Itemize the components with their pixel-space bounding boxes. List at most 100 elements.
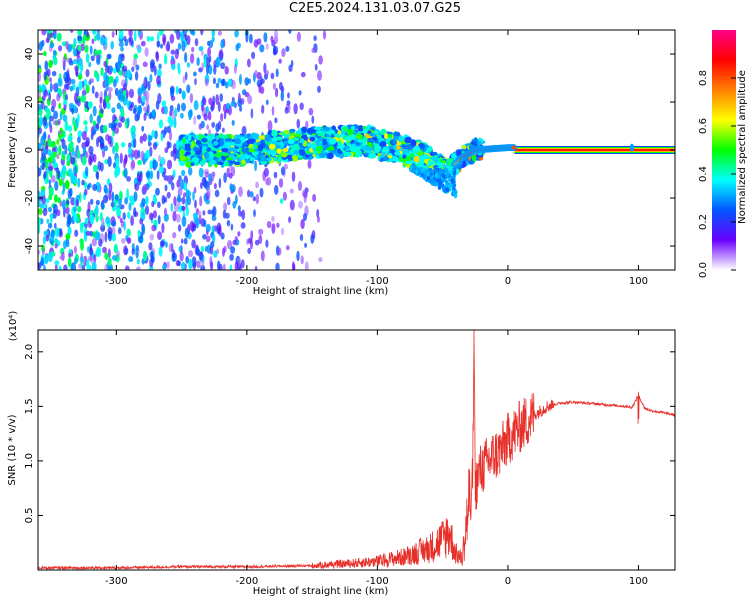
noise-blob <box>289 199 295 211</box>
noise-blob <box>151 110 157 117</box>
noise-blob <box>94 204 99 216</box>
noise-blob <box>212 206 217 217</box>
noise-blob <box>143 250 147 262</box>
noise-blob <box>189 30 195 35</box>
noise-blob <box>80 240 84 251</box>
noise-blob <box>67 213 72 224</box>
noise-blob <box>71 106 75 115</box>
noise-blob <box>308 107 314 116</box>
noise-blob <box>123 167 128 179</box>
ridge-blob <box>428 160 432 167</box>
ridge-blob <box>337 130 342 135</box>
noise-blob <box>184 53 188 63</box>
noise-blob <box>230 246 236 254</box>
noise-blob <box>230 223 234 231</box>
noise-blob <box>273 184 279 195</box>
noise-blob <box>318 55 323 65</box>
noise-blob <box>191 46 195 53</box>
noise-blob <box>38 142 42 151</box>
ridge-blob <box>273 157 278 162</box>
noise-blob <box>43 89 49 97</box>
noise-blob <box>289 188 294 194</box>
noise-blob <box>158 63 162 70</box>
noise-blob <box>213 64 217 75</box>
noise-blob <box>49 32 54 38</box>
ridge-blob <box>275 136 283 141</box>
noise-blob <box>163 53 168 65</box>
noise-blob <box>133 30 137 42</box>
noise-blob <box>85 84 90 94</box>
noise-blob <box>89 45 93 55</box>
noise-blob <box>150 61 155 73</box>
ridge-blob <box>233 161 241 166</box>
noise-blob <box>279 198 284 204</box>
noise-blob <box>43 230 49 237</box>
noise-blob <box>145 171 150 179</box>
noise-blob <box>192 212 198 218</box>
ridge-blob <box>362 125 368 130</box>
noise-blob <box>194 199 197 209</box>
noise-blob <box>62 182 66 193</box>
ridge-blob <box>392 138 397 146</box>
noise-blob <box>78 80 83 91</box>
noise-blob <box>103 60 107 68</box>
noise-blob <box>99 142 105 150</box>
noise-blob <box>133 137 137 149</box>
noise-blob <box>186 205 189 217</box>
noise-blob <box>176 30 181 40</box>
noise-blob <box>156 75 161 85</box>
ridge-blob <box>301 126 308 134</box>
noise-blob <box>198 167 204 178</box>
noise-blob <box>59 255 65 260</box>
x-tick-label: 100 <box>629 576 648 587</box>
noise-blob <box>88 155 93 166</box>
noise-blob <box>47 222 53 229</box>
tail-blob <box>437 181 442 187</box>
noise-blob <box>117 122 122 128</box>
noise-blob <box>48 138 52 148</box>
noise-blob <box>149 146 153 157</box>
noise-blob <box>88 264 92 270</box>
ridge-blob <box>287 139 295 145</box>
noise-blob <box>67 134 73 143</box>
noise-blob <box>104 159 109 165</box>
noise-blob <box>296 31 301 42</box>
noise-blob <box>198 210 202 221</box>
noise-blob <box>143 112 147 122</box>
ridge-blob <box>343 145 350 150</box>
noise-blob <box>110 201 115 208</box>
noise-blob <box>202 210 206 216</box>
noise-blob <box>38 84 42 91</box>
noise-blob <box>302 189 307 197</box>
noise-blob <box>288 30 292 34</box>
ridge-blob <box>230 155 237 161</box>
noise-blob <box>87 101 93 109</box>
noise-blob <box>89 78 94 84</box>
noise-blob <box>222 247 225 257</box>
noise-blob <box>151 201 155 208</box>
noise-blob <box>254 70 258 78</box>
noise-blob <box>114 142 119 153</box>
noise-blob <box>220 113 224 122</box>
noise-blob <box>229 183 233 191</box>
noise-blob <box>43 171 47 179</box>
ridge-blob <box>326 152 334 160</box>
ridge-blob <box>306 142 313 148</box>
noise-blob <box>293 103 298 115</box>
spur-blob <box>629 143 634 152</box>
noise-blob <box>56 153 60 160</box>
noise-blob <box>161 222 165 234</box>
noise-blob <box>151 224 157 232</box>
noise-blob <box>228 172 233 179</box>
noise-blob <box>208 113 212 121</box>
noise-blob <box>132 57 137 68</box>
colorbar-tick-label: 0.0 <box>698 262 709 278</box>
noise-blob <box>123 35 127 42</box>
noise-blob <box>137 30 141 38</box>
ridge-blob <box>337 148 342 154</box>
noise-blob <box>46 218 50 224</box>
noise-blob <box>255 181 259 189</box>
noise-blob <box>189 93 194 104</box>
noise-blob <box>178 87 182 95</box>
noise-blob <box>222 209 227 219</box>
